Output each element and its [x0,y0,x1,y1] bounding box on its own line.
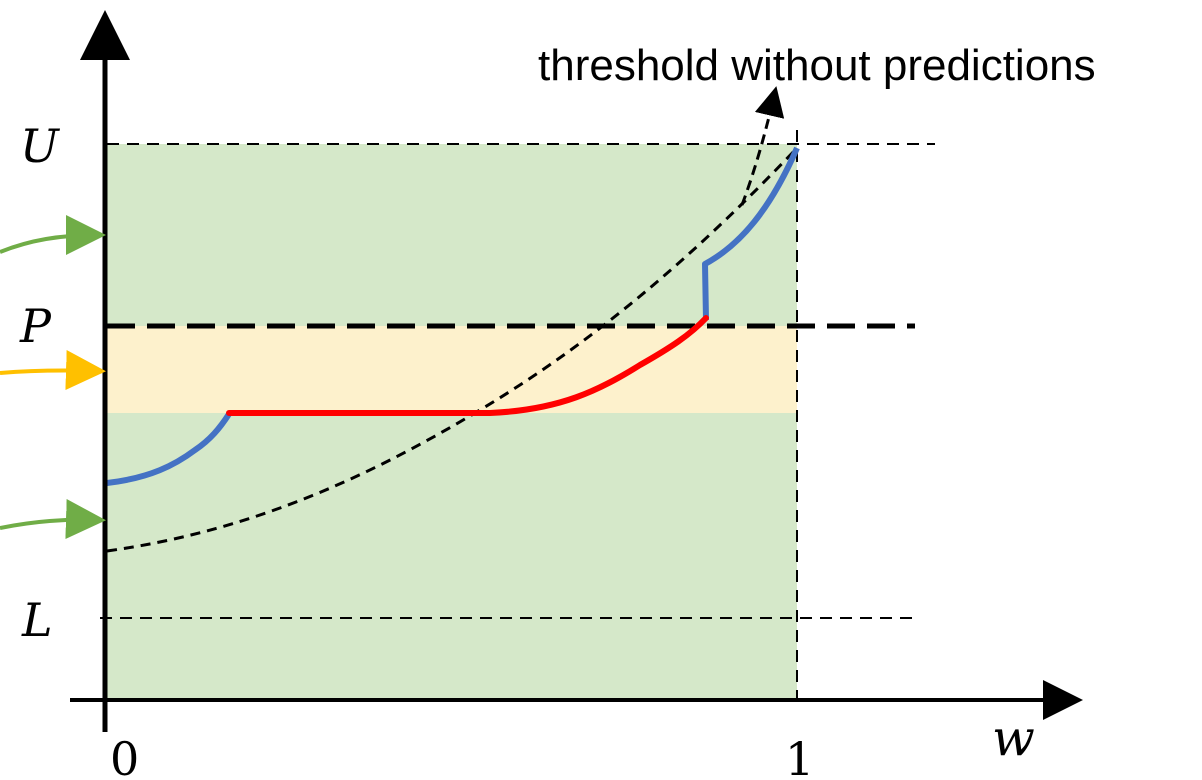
w-axis-label: w [992,709,1035,767]
x-origin-label: 0 [110,732,139,780]
annotation-label: threshold without predictions [538,41,1096,90]
blue-curve-jump [702,146,800,321]
p-label: P [19,299,52,353]
threshold-without-predictions-curve [106,146,799,553]
green-arrow-top [0,215,106,256]
green-region-bottom [107,413,797,698]
blue-curve-lower [104,411,232,486]
red-curve [226,315,709,416]
x-one-label: 1 [785,732,814,780]
yellow-region [107,326,797,413]
u-label: U [20,119,61,173]
l-label: L [21,593,53,647]
annotation-arrow [740,86,785,206]
green-region-top [107,144,797,326]
green-arrow-bottom [0,499,106,540]
yellow-arrow [0,350,106,391]
